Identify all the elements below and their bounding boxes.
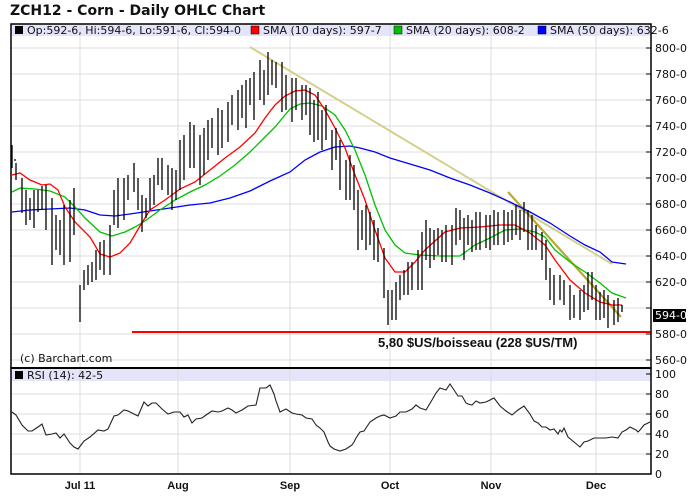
svg-text:100: 100 [655,368,676,381]
short-trendline [507,191,622,318]
sma50-legend-swatch [537,25,547,35]
svg-text:40: 40 [655,428,669,441]
price-grid [11,24,651,368]
svg-text:Aug: Aug [167,480,188,492]
ohlc-bars [11,52,623,328]
svg-text:760-0: 760-0 [655,94,687,107]
svg-text:700-0: 700-0 [655,172,687,185]
last-price-label: 594-0 [655,309,687,322]
svg-text:Nov: Nov [481,480,503,492]
sma20-legend-label: SMA (20 days): 608-2 [406,24,525,37]
rsi-grid [11,369,651,474]
svg-text:Dec: Dec [586,480,606,492]
sma10-legend-swatch [250,25,260,35]
svg-text:640-0: 640-0 [655,250,687,263]
rsi-legend-swatch [15,371,23,379]
ohlc-legend-label: Op:592-6, Hi:594-6, Lo:591-6, Cl:594-0 [27,24,241,37]
svg-text:580-0: 580-0 [655,328,687,341]
long-trendline [249,46,613,265]
svg-text:Sep: Sep [280,480,300,492]
svg-text:20: 20 [655,448,669,461]
price-axis: 800-0 780-0 760-0 740-0 720-0 700-0 680-… [646,24,687,368]
svg-text:660-0: 660-0 [655,224,687,237]
svg-text:560-0: 560-0 [655,354,687,367]
last-price-badge [653,309,686,322]
rsi-legend-bar [11,369,651,381]
x-axis: Jul 11 Aug Sep Oct Nov Dec [65,480,606,492]
legend: Op:592-6, Hi:594-6, Lo:591-6, Cl:594-0 S… [15,24,669,37]
svg-text:0: 0 [655,468,662,481]
sma10-legend-label: SMA (10 days): 597-7 [263,24,382,37]
svg-text:Oct: Oct [381,480,400,492]
svg-text:720-0: 720-0 [655,146,687,159]
svg-text:800-0: 800-0 [655,42,687,55]
chart-title: ZCH12 - Corn - Daily OHLC Chart [10,3,266,19]
svg-text:60: 60 [655,408,669,421]
svg-text:780-0: 780-0 [655,68,687,81]
rsi-legend-label: RSI (14): 42-5 [27,369,103,382]
svg-text:680-0: 680-0 [655,198,687,211]
sma20-legend-swatch [393,25,403,35]
sma50-legend-label: SMA (50 days): 632-6 [550,24,669,37]
ohlc-legend-swatch [15,26,23,34]
svg-text:80: 80 [655,388,669,401]
rsi-line [11,383,651,452]
support-annotation: 5,80 $US/boisseau (228 $US/TM) [378,335,577,350]
sma10-line [11,89,622,306]
svg-text:740-0: 740-0 [655,120,687,133]
rsi-axis: 100 80 60 40 20 0 [646,368,676,481]
svg-text:620-0: 620-0 [655,276,687,289]
svg-text:Jul 11: Jul 11 [65,480,96,492]
sma50-line [11,145,627,265]
copyright-label: (c) Barchart.com [20,352,112,365]
